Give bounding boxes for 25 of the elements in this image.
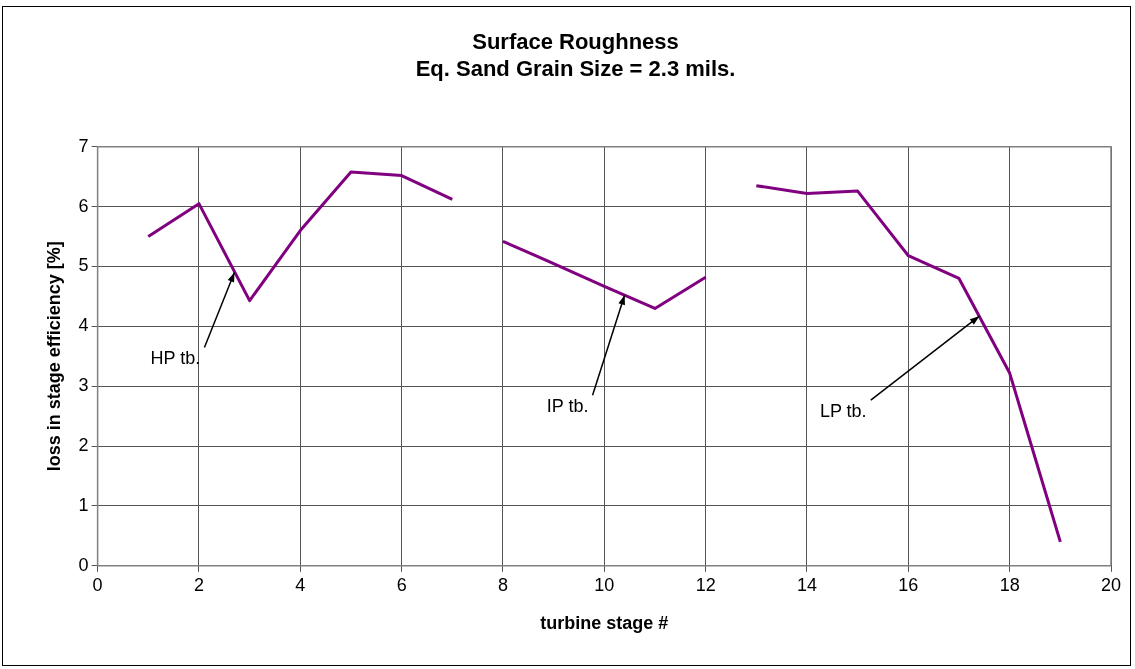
x-tick-label: 0 — [92, 574, 103, 595]
y-tick-label: 1 — [78, 494, 89, 515]
y-tick-label: 7 — [78, 135, 89, 156]
chart-subtitle: Eq. Sand Grain Size = 2.3 mils. — [415, 55, 736, 81]
x-tick-label: 8 — [497, 574, 508, 595]
x-tick-label: 20 — [1100, 574, 1122, 595]
annotation: LP tb. — [819, 401, 867, 422]
x-tick-label: 10 — [594, 574, 615, 595]
y-tick-label: 2 — [78, 435, 89, 456]
y-tick-label: 4 — [78, 315, 89, 336]
x-tick-label: 12 — [695, 574, 716, 595]
x-tick-label: 18 — [999, 574, 1020, 595]
y-axis-title: loss in stage efficiency [%] — [43, 241, 64, 472]
x-tick-label: 14 — [796, 574, 817, 595]
x-tick-label: 6 — [396, 574, 407, 595]
x-axis-title: turbine stage # — [540, 613, 669, 634]
y-tick-label: 6 — [78, 195, 89, 216]
annotation: IP tb. — [546, 396, 589, 417]
chart-title: Surface Roughness — [472, 29, 679, 55]
y-tick-label: 5 — [78, 255, 89, 276]
x-tick-label: 2 — [193, 574, 204, 595]
y-tick-label: 3 — [78, 375, 89, 396]
x-tick-label: 4 — [295, 574, 306, 595]
y-tick-label: 0 — [78, 554, 89, 575]
x-tick-label: 16 — [898, 574, 919, 595]
